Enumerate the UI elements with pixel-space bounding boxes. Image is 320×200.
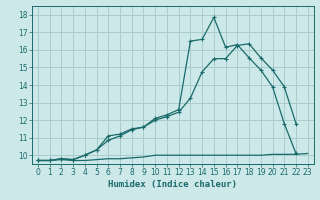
X-axis label: Humidex (Indice chaleur): Humidex (Indice chaleur) — [108, 180, 237, 189]
